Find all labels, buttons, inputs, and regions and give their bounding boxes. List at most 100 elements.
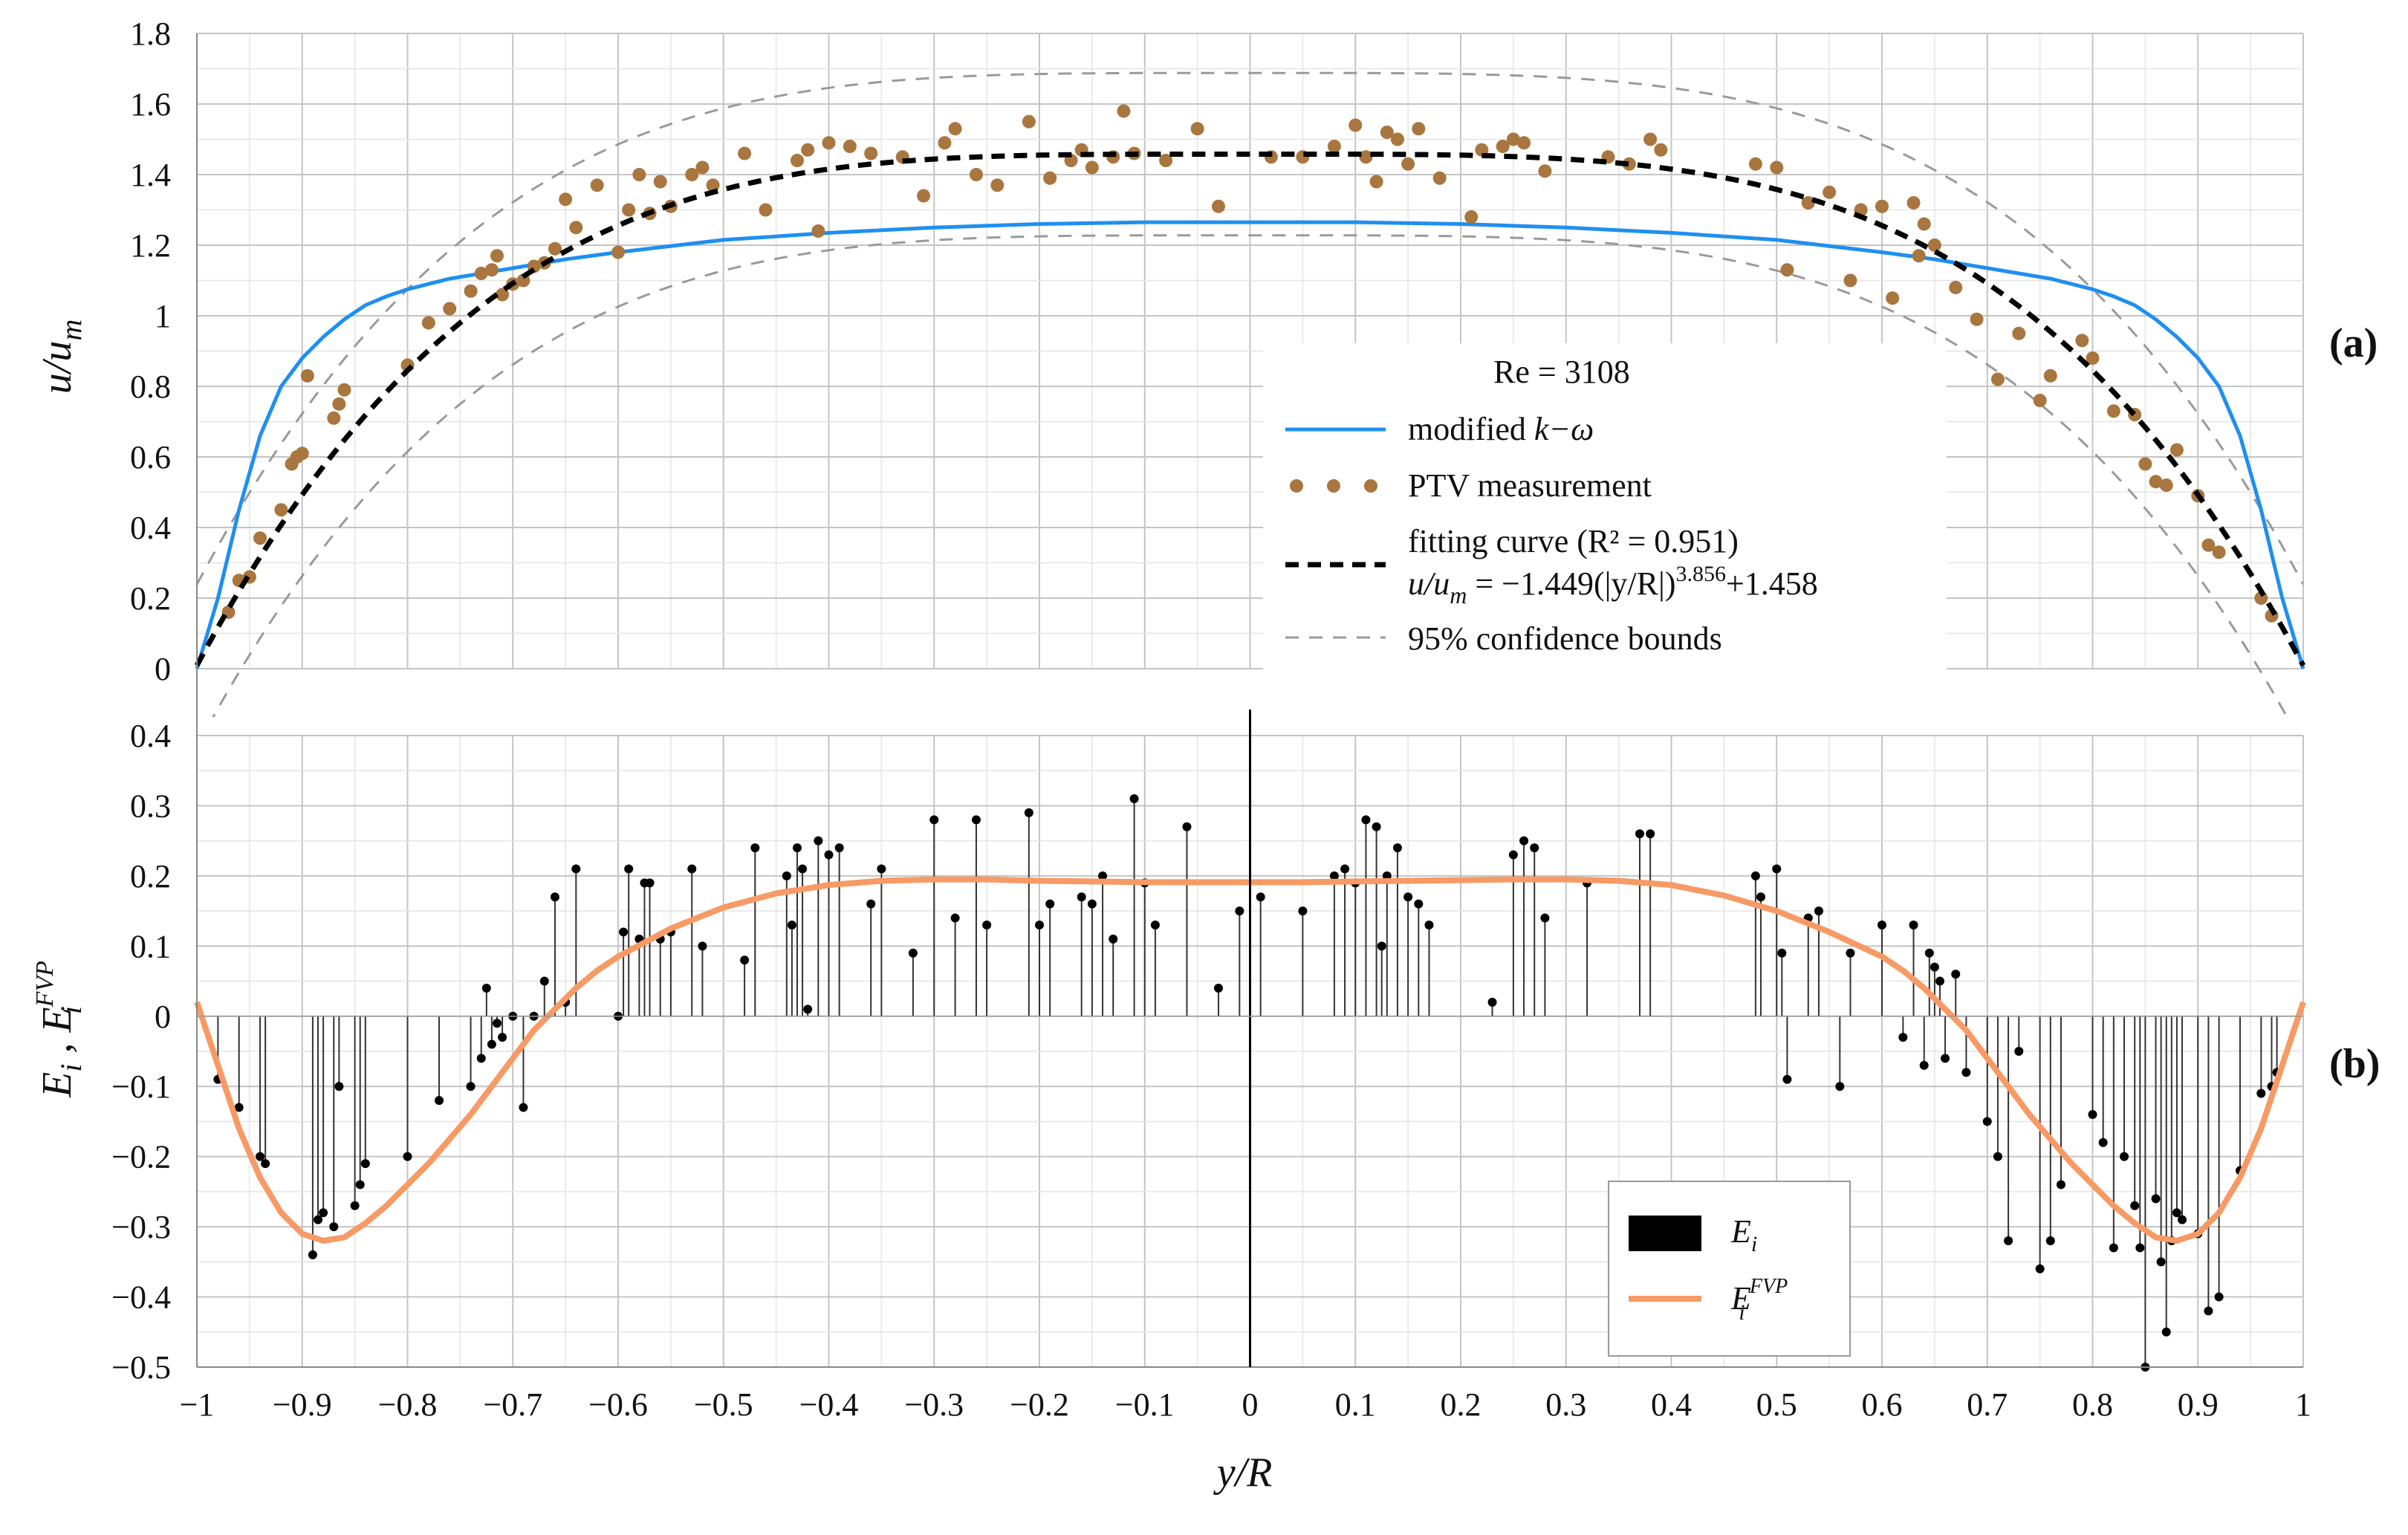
y-tick-label-b: 0.1	[130, 928, 171, 964]
y-tick-label-b: −0.2	[111, 1139, 171, 1175]
ei-point	[1340, 864, 1350, 874]
ei-point	[1835, 1082, 1845, 1091]
ptv-point	[2138, 457, 2152, 471]
ptv-point	[1464, 210, 1479, 224]
ei-point	[314, 1215, 323, 1224]
legend-b: Ei EFVP i	[1608, 1181, 1851, 1357]
ei-point	[435, 1096, 444, 1106]
ptv-point	[1990, 372, 2005, 386]
ptv-point	[1927, 238, 1941, 252]
x-tick-label: 0	[1242, 1386, 1259, 1423]
ei-point	[1930, 962, 1939, 972]
ptv-point	[1506, 132, 1520, 146]
ptv-point	[1748, 157, 1762, 171]
ei-point	[624, 864, 634, 874]
x-tick-label: −0.6	[588, 1386, 648, 1423]
ei-point	[645, 878, 655, 888]
ei-point	[2098, 1138, 2108, 1147]
y-tick-label-a: 0.8	[130, 369, 171, 405]
ptv-point	[490, 249, 504, 263]
ptv-point	[1780, 263, 1794, 277]
y-tick-label-b: 0.3	[130, 788, 171, 824]
ptv-point	[1654, 143, 1668, 157]
ei-point	[814, 836, 823, 846]
ptv-point	[300, 369, 314, 383]
ptv-point	[443, 302, 457, 316]
ei-point	[1098, 871, 1108, 880]
ptv-point	[1823, 185, 1837, 199]
ei-point	[782, 871, 791, 880]
ei-point	[1150, 921, 1160, 929]
ei-point	[1898, 1033, 1908, 1042]
ptv-point	[548, 241, 562, 256]
ptv-point	[484, 263, 499, 277]
x-tick-label: 0.8	[2072, 1386, 2113, 1423]
ei-point	[1993, 1152, 2002, 1161]
ei-point	[329, 1222, 339, 1232]
ptv-point	[653, 175, 667, 189]
y-axis-title-a: u/um	[34, 319, 88, 394]
ei-point	[1814, 906, 1823, 916]
ptv-point	[2149, 475, 2163, 489]
ei-point	[803, 1005, 813, 1014]
ei-point	[234, 1103, 244, 1112]
ei-point	[950, 913, 960, 923]
ei-point	[1961, 1068, 1971, 1077]
ei-point	[1109, 934, 1118, 944]
ptv-point	[1022, 114, 1036, 129]
ei-point	[519, 1103, 528, 1112]
ptv-point	[1327, 140, 1341, 153]
panel-tag-a: (a)	[2329, 320, 2378, 366]
ptv-point	[790, 154, 804, 167]
ptv-point	[559, 192, 573, 207]
ptv-point	[1622, 157, 1636, 171]
ptv-point	[253, 531, 267, 545]
ptv-point	[1517, 136, 1531, 150]
ei-point	[982, 921, 992, 929]
ei-point	[481, 984, 491, 993]
ei-point	[487, 1039, 496, 1049]
ei-point	[1846, 948, 1855, 958]
ei-point	[1045, 899, 1055, 909]
ptv-point	[2033, 394, 2047, 407]
ptv-point	[1917, 217, 1931, 231]
ei-point	[929, 815, 939, 825]
ei-point	[1213, 984, 1223, 993]
ei-point	[1256, 892, 1265, 902]
model-curve	[195, 220, 2305, 669]
ptv-point	[738, 146, 752, 160]
y-tick-label-a: 0.4	[130, 510, 171, 546]
y-tick-label-b: 0	[155, 999, 171, 1035]
ptv-point	[1843, 273, 1857, 288]
ptv-point	[1349, 118, 1363, 132]
ei-point	[1909, 921, 1918, 929]
ptv-point	[569, 221, 583, 235]
x-tick-label: −0.7	[483, 1386, 542, 1423]
ptv-point	[2012, 326, 2026, 340]
legend-a-fit-label: fitting curve (R² = 0.951)	[1408, 523, 1739, 559]
ptv-point	[1380, 126, 1394, 139]
ptv-point	[1190, 122, 1204, 136]
ei-point	[1777, 948, 1787, 958]
y-tick-label-a: 1.8	[130, 16, 171, 52]
ptv-point	[822, 136, 836, 150]
y-tick-label-b: −0.3	[111, 1209, 171, 1245]
ei-point	[476, 1054, 486, 1063]
ei-point	[1424, 921, 1434, 929]
ptv-point	[917, 189, 931, 203]
ei-point	[403, 1152, 412, 1161]
legend-a-ptv-swatch	[1290, 479, 1377, 493]
ptv-point	[1906, 196, 1921, 210]
x-tick-label: −0.4	[799, 1386, 859, 1423]
ptv-point	[622, 203, 636, 217]
ei-point	[2088, 1110, 2097, 1119]
ptv-point	[1538, 164, 1552, 178]
ei-point	[1982, 1117, 1992, 1126]
x-tick-label: −0.2	[1010, 1386, 1069, 1423]
y-tick-label-a: 0.2	[130, 580, 171, 617]
ei-point	[2172, 1208, 2181, 1218]
ptv-point	[759, 203, 773, 217]
ei-point	[2109, 1243, 2118, 1253]
ei-point	[687, 864, 697, 874]
ei-point	[2204, 1306, 2213, 1316]
